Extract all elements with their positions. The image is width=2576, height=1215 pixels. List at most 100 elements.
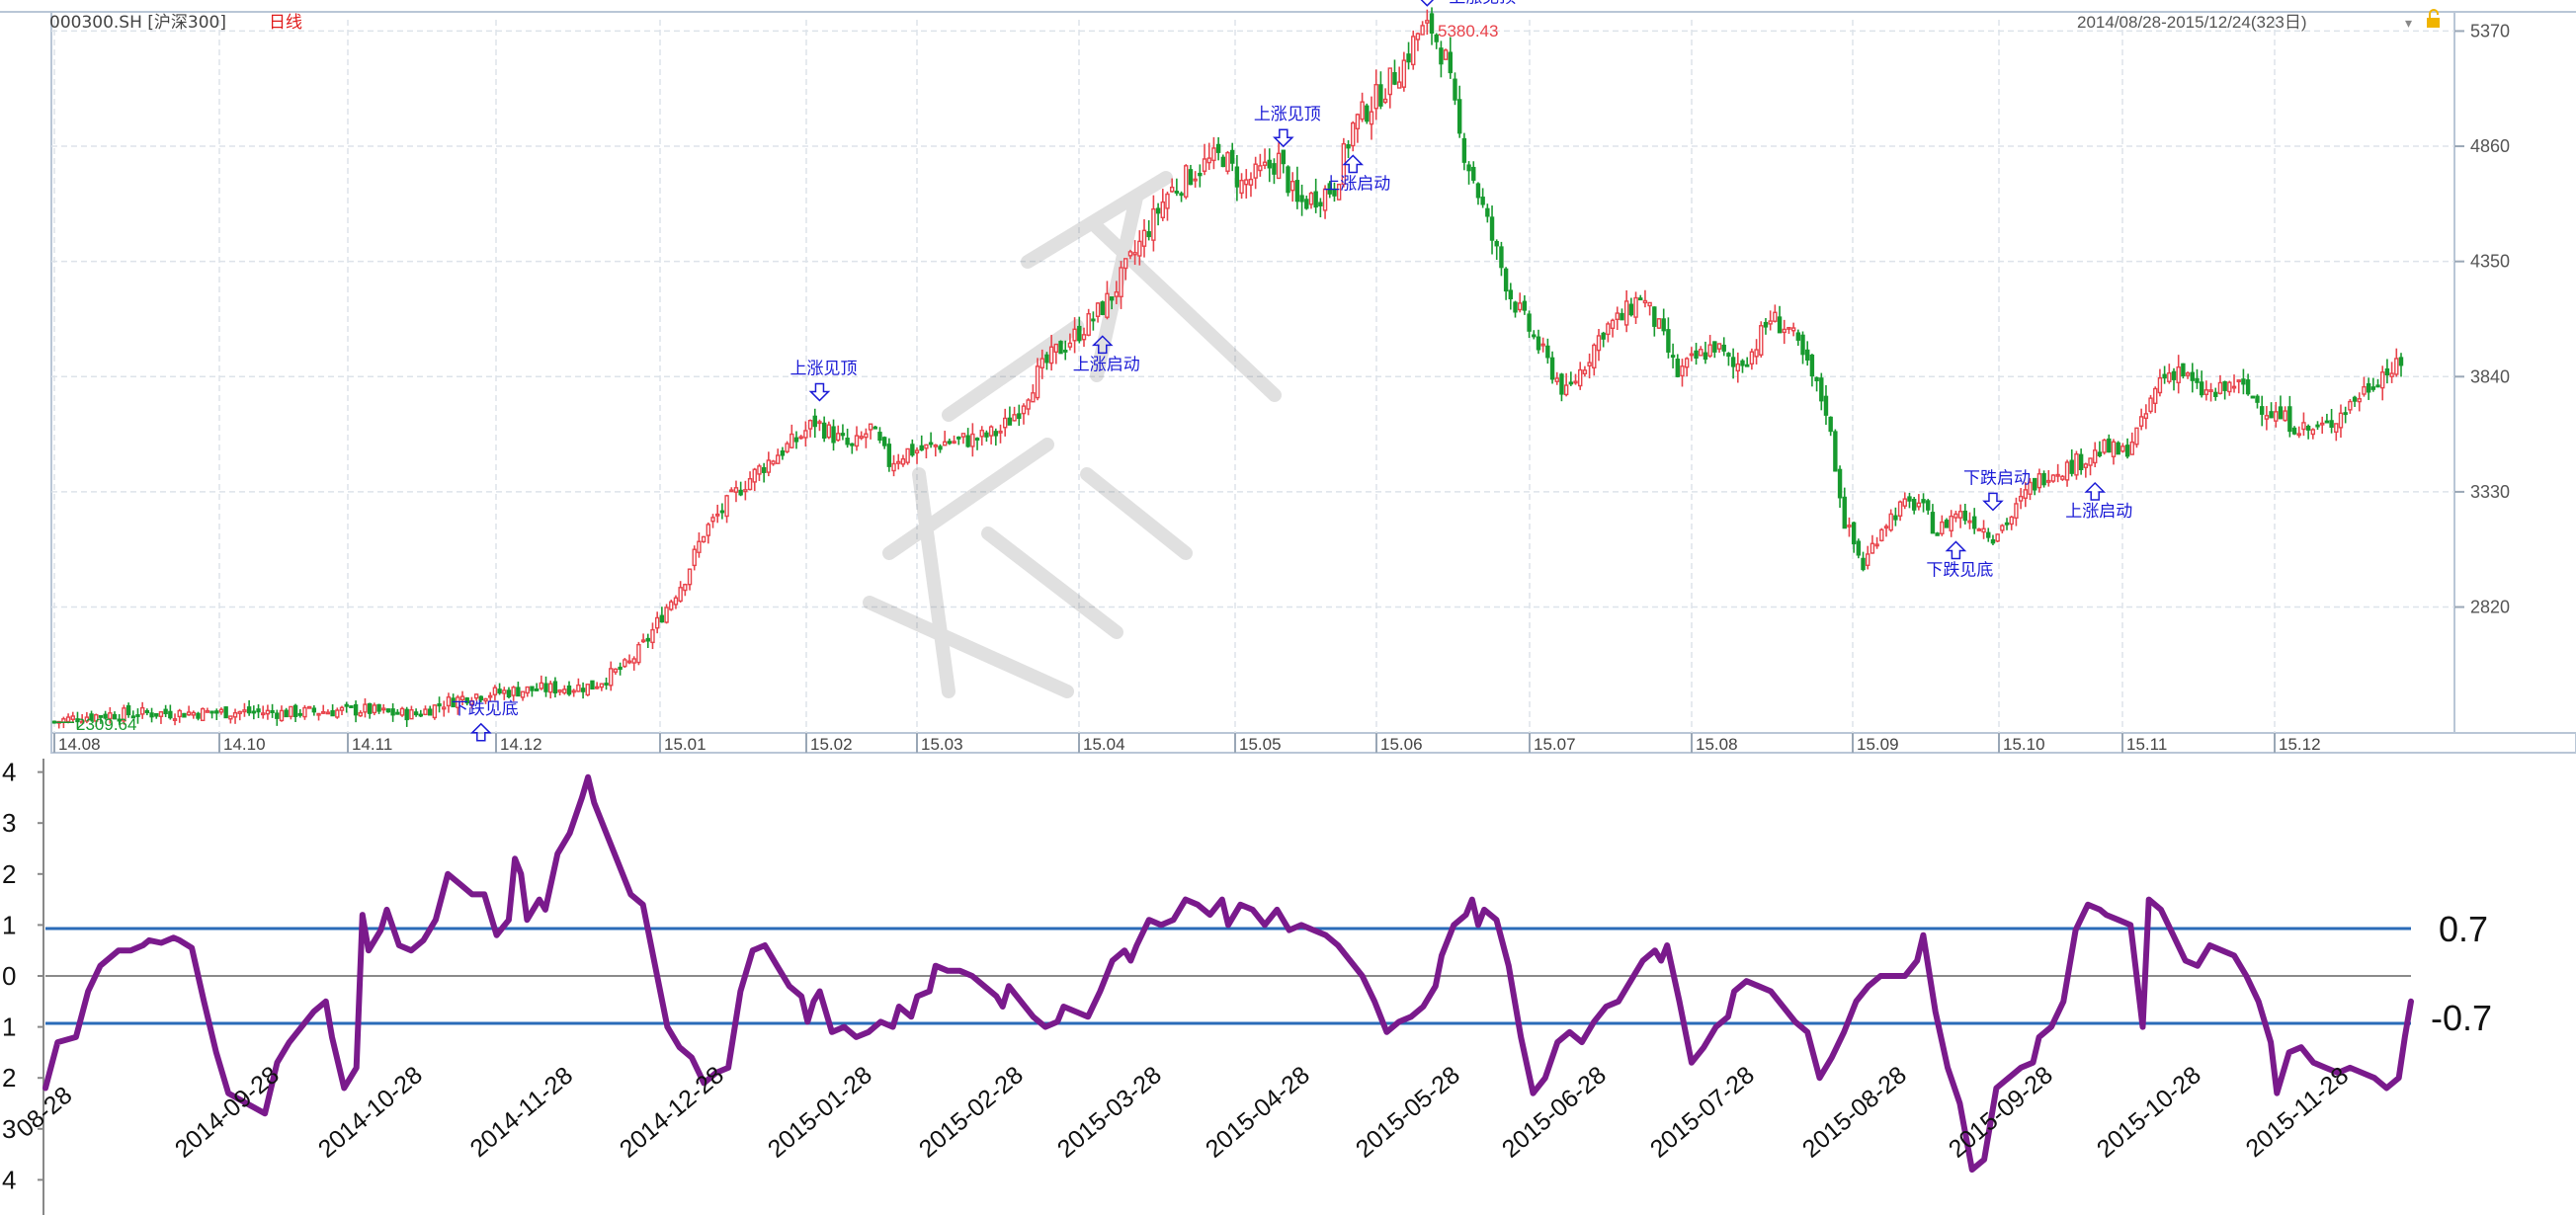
candle-body xyxy=(590,680,595,690)
candle-body xyxy=(2362,385,2367,395)
candle-body xyxy=(2195,377,2200,383)
candle-body xyxy=(539,682,544,689)
candle-body xyxy=(919,445,924,451)
osc-x-tick-label: 2015-06-28 xyxy=(1497,1061,1612,1164)
dropdown-arrow-icon[interactable]: ▾ xyxy=(2405,15,2412,31)
candle-body xyxy=(2199,381,2204,396)
candle-body xyxy=(1499,246,1504,269)
candle-body xyxy=(135,714,140,717)
candle-body xyxy=(1990,538,1996,544)
candle-body xyxy=(275,712,280,719)
candle-body xyxy=(1944,520,1950,528)
candle-body xyxy=(1369,111,1374,125)
candle-body xyxy=(2107,438,2112,453)
candle-body xyxy=(1652,306,1657,327)
candle-body xyxy=(2055,473,2060,477)
candle-body xyxy=(877,432,882,442)
candle-body xyxy=(724,495,729,518)
candle-body xyxy=(172,718,178,721)
candle-body xyxy=(710,517,715,523)
candle-body xyxy=(149,712,154,718)
candle-body xyxy=(367,702,373,714)
x-tick-label: 14.12 xyxy=(500,735,542,754)
candle-body xyxy=(803,430,808,439)
candle-body xyxy=(1132,252,1137,256)
candle-body xyxy=(562,688,567,694)
candle-body xyxy=(761,466,767,473)
candle-body xyxy=(1628,303,1634,316)
candle-body xyxy=(1415,33,1421,40)
candle-body xyxy=(1141,229,1147,247)
candle-body xyxy=(469,699,474,705)
candle-body xyxy=(1986,531,1991,538)
candle-body xyxy=(1726,353,1731,358)
candle-body xyxy=(117,718,122,722)
annotation-label: 下跌见底 xyxy=(452,699,519,719)
candle-body xyxy=(571,689,576,693)
candle-body xyxy=(390,708,395,716)
candle-body xyxy=(464,697,469,704)
annotation-label: 上涨启动 xyxy=(2065,502,2132,522)
candle-body xyxy=(2384,367,2390,376)
candle-body xyxy=(1532,334,1537,338)
arrow-up-icon xyxy=(2084,481,2107,501)
candle-body xyxy=(1193,178,1198,182)
candle-body xyxy=(2157,377,2163,394)
candle-body xyxy=(1893,515,1898,521)
candle-body xyxy=(2060,475,2065,480)
candle-body xyxy=(478,695,484,701)
x-tick-label: 15.08 xyxy=(1696,735,1738,754)
candle-body xyxy=(552,681,558,693)
candle-body xyxy=(1949,515,1953,531)
candle-body xyxy=(2046,479,2051,483)
annotation-label: 下跌启动 xyxy=(1963,468,2031,488)
min-price-label: 2309.64 xyxy=(76,715,136,734)
candle-body xyxy=(1870,542,1875,554)
candle-body xyxy=(1883,526,1889,529)
candle-body xyxy=(2338,412,2344,429)
osc-y-tick-label: 3 xyxy=(2,808,16,838)
candle-body xyxy=(1304,199,1309,209)
candle-body xyxy=(2310,429,2316,436)
candle-body xyxy=(1151,207,1156,241)
candle-body xyxy=(1123,258,1128,270)
candle-body xyxy=(1471,166,1476,181)
osc-y-tick-label: 4 xyxy=(2,1165,16,1194)
candle-body xyxy=(1981,527,1986,533)
candle-body xyxy=(2097,451,2103,456)
candle-body xyxy=(1689,353,1695,357)
candle-body xyxy=(1318,202,1323,206)
osc-y-tick-label: 0 xyxy=(2,961,16,991)
candle-body xyxy=(2148,397,2153,413)
candle-body xyxy=(683,584,688,592)
candle-body xyxy=(938,446,943,450)
candle-body xyxy=(2278,406,2284,420)
candle-body xyxy=(780,449,786,456)
candle-body xyxy=(1675,359,1680,377)
x-tick-label: 14.08 xyxy=(58,735,101,754)
x-tick-label: 15.03 xyxy=(921,735,963,754)
candle-body xyxy=(1276,152,1282,180)
candle-body xyxy=(302,706,307,718)
candle-body xyxy=(1229,149,1235,164)
candle-body xyxy=(956,436,961,440)
candle-body xyxy=(1378,84,1383,107)
candle-body xyxy=(2320,422,2325,426)
candle-body xyxy=(2389,372,2394,377)
candle-body xyxy=(1787,326,1791,330)
candle-body xyxy=(2329,420,2334,429)
candle-body xyxy=(75,718,80,723)
date-range-label[interactable]: 2014/08/28-2015/12/24(323日) xyxy=(2077,13,2307,32)
candle-body xyxy=(1814,376,1819,381)
candle-body xyxy=(2009,516,2014,526)
candle-body xyxy=(576,684,581,692)
candle-body xyxy=(2236,379,2241,383)
candle-body xyxy=(1443,49,1449,60)
candle-body xyxy=(1215,143,1221,153)
candle-body xyxy=(2398,357,2404,366)
candle-body xyxy=(928,442,934,446)
candle-body xyxy=(2348,400,2353,411)
candle-body xyxy=(228,715,233,720)
candle-body xyxy=(520,690,526,698)
lock-icon[interactable] xyxy=(2427,9,2440,28)
